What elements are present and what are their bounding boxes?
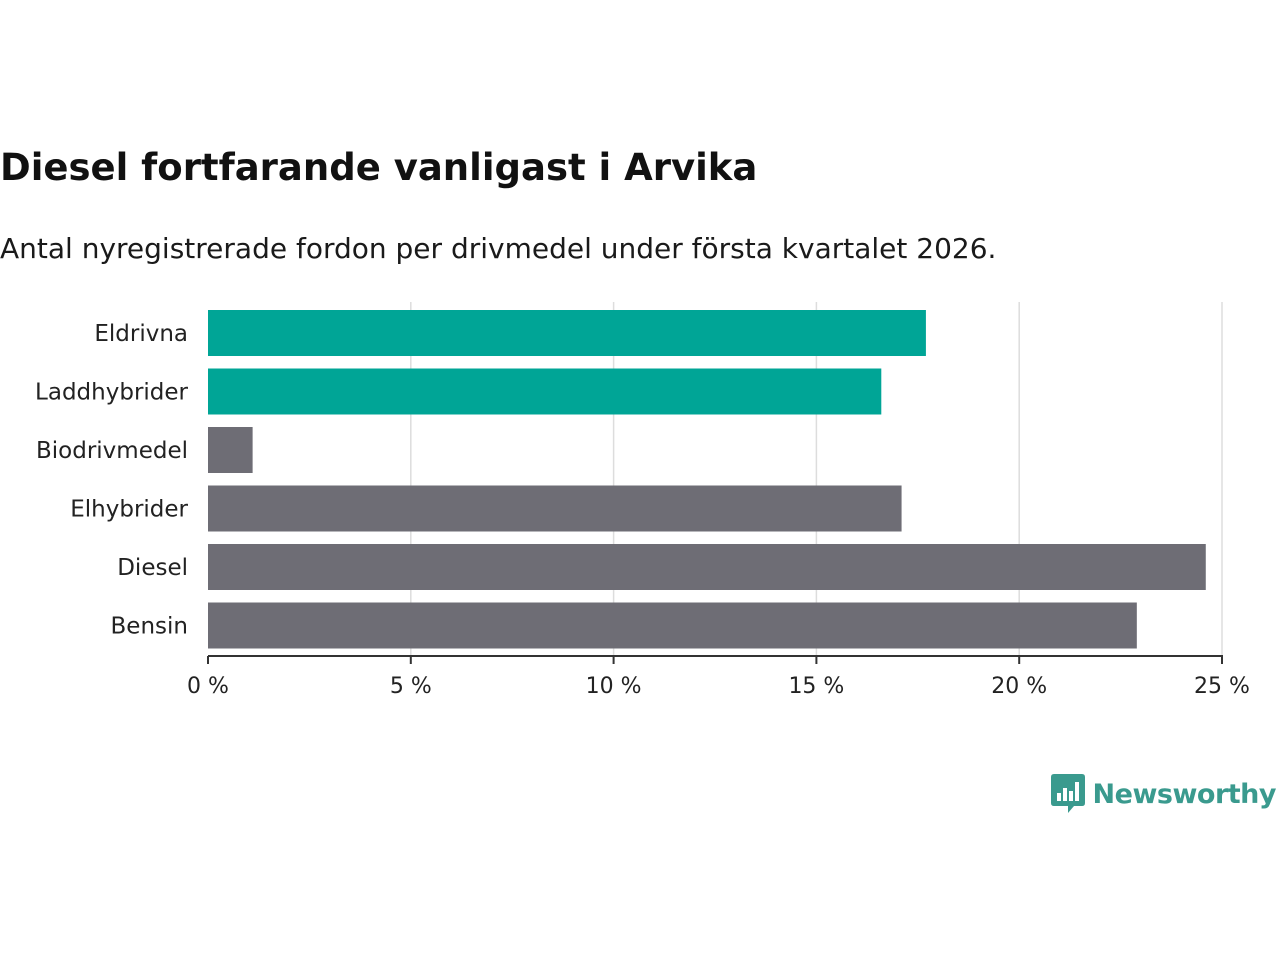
bar-elhybrider [208,485,902,532]
category-label: Elhybrider [70,497,188,523]
bar-diesel [208,544,1206,590]
chart-title: Diesel fortfarande vanligast i Arvika [0,146,758,189]
x-tick-label: 0 % [187,674,229,699]
bar-biodrivmedel [208,427,253,473]
category-label: Biodrivmedel [36,438,188,464]
category-label: Laddhybrider [35,380,188,406]
category-label: Diesel [117,555,188,581]
bar-laddhybrider [208,368,882,415]
brand-logo: Newsworthy [1050,774,1277,814]
bar-eldrivna [208,310,926,356]
x-tick-label: 10 % [586,674,642,699]
x-tick-label: 25 % [1194,674,1250,699]
category-label: Bensin [111,614,188,640]
x-tick-label: 5 % [390,674,432,699]
category-label: Eldrivna [94,321,188,347]
bar-chart-speech-bubble-icon [1050,774,1085,813]
bar-chart: Eldrivna Laddhybrider Biodrivmedel Elhybrid… [35,302,1250,699]
x-tick-label: 15 % [788,674,844,699]
x-tick-label: 20 % [991,674,1047,699]
chart-subtitle: Antal nyregistrerade fordon per drivmede… [0,232,997,265]
brand-name: Newsworthy [1092,778,1277,810]
bar-bensin [208,602,1137,649]
